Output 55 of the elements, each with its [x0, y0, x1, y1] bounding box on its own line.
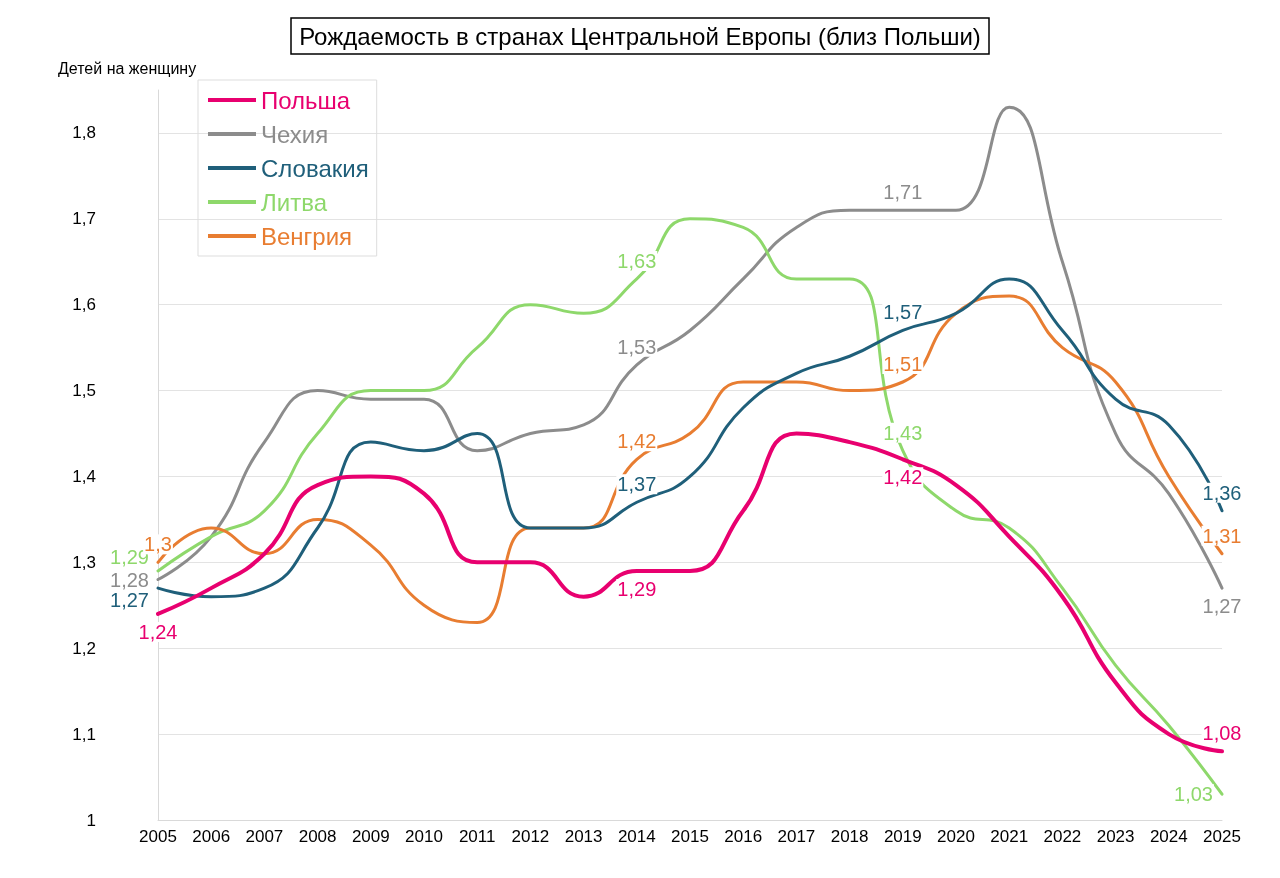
- x-tick-label: 2008: [298, 827, 337, 846]
- x-tick-label: 2012: [511, 827, 550, 846]
- y-tick-label: 1,4: [72, 466, 96, 486]
- data-label: 1,63: [617, 249, 657, 272]
- x-tick-label: 2022: [1043, 827, 1082, 846]
- x-tick-label: 2018: [830, 827, 869, 846]
- x-tick-label: 2005: [139, 827, 177, 846]
- x-tick-label: 2019: [883, 827, 922, 846]
- legend-label: Словакия: [261, 154, 369, 182]
- data-label: 1,29: [617, 577, 657, 600]
- data-label: 1,43: [883, 421, 923, 444]
- x-tick-label: 2015: [671, 827, 709, 846]
- data-label: 1,42: [617, 430, 657, 453]
- x-tick-label: 2021: [990, 827, 1029, 846]
- y-tick-label: 1,7: [72, 209, 96, 229]
- data-label: 1,03: [1174, 783, 1213, 806]
- y-tick-label: 1,1: [72, 724, 96, 744]
- y-axis-title: Детей на женщину: [58, 59, 197, 77]
- chart-title: Рождаемость в странах Центральной Европы (близ Польши): [299, 22, 981, 50]
- legend-label: Венгрия: [261, 222, 353, 250]
- x-tick-label: 2009: [351, 827, 390, 846]
- legend-label: Чехия: [261, 120, 329, 148]
- data-label: 1,36: [1202, 481, 1242, 504]
- data-label: 1,53: [617, 335, 657, 358]
- y-tick-label: 1,5: [72, 381, 96, 401]
- x-tick-label: 2025: [1203, 827, 1241, 846]
- y-tick-label: 1,8: [72, 123, 96, 143]
- x-tick-label: 2016: [724, 827, 763, 846]
- data-label: 1,27: [1202, 595, 1242, 618]
- legend-label: Польша: [261, 86, 351, 114]
- data-label: 1,31: [1202, 524, 1242, 547]
- x-tick-label: 2007: [245, 827, 284, 846]
- data-label: 1,24: [138, 620, 178, 643]
- y-tick-label: 1,6: [72, 295, 96, 315]
- data-label: 1,42: [883, 466, 923, 489]
- x-tick-label: 2024: [1149, 827, 1188, 846]
- data-label: 1,27: [110, 589, 149, 612]
- legend-label: Литва: [261, 188, 328, 216]
- x-tick-label: 2023: [1096, 827, 1135, 846]
- x-tick-label: 2013: [564, 827, 603, 846]
- data-label: 1,28: [110, 568, 149, 591]
- x-tick-label: 2011: [458, 827, 496, 846]
- x-tick-label: 2014: [617, 827, 656, 846]
- x-tick-label: 2010: [405, 827, 443, 846]
- y-tick-label: 1: [86, 810, 96, 830]
- x-tick-label: 2017: [777, 827, 816, 846]
- data-label: 1,08: [1202, 722, 1242, 745]
- x-tick-label: 2006: [192, 827, 231, 846]
- y-tick-label: 1,2: [72, 638, 96, 658]
- data-label: 1,71: [883, 181, 923, 204]
- data-label: 1,51: [883, 353, 923, 375]
- x-tick-label: 2020: [937, 827, 975, 846]
- data-label: 1,57: [883, 301, 923, 324]
- data-label: 1,37: [617, 473, 657, 496]
- y-tick-label: 1,3: [72, 552, 96, 572]
